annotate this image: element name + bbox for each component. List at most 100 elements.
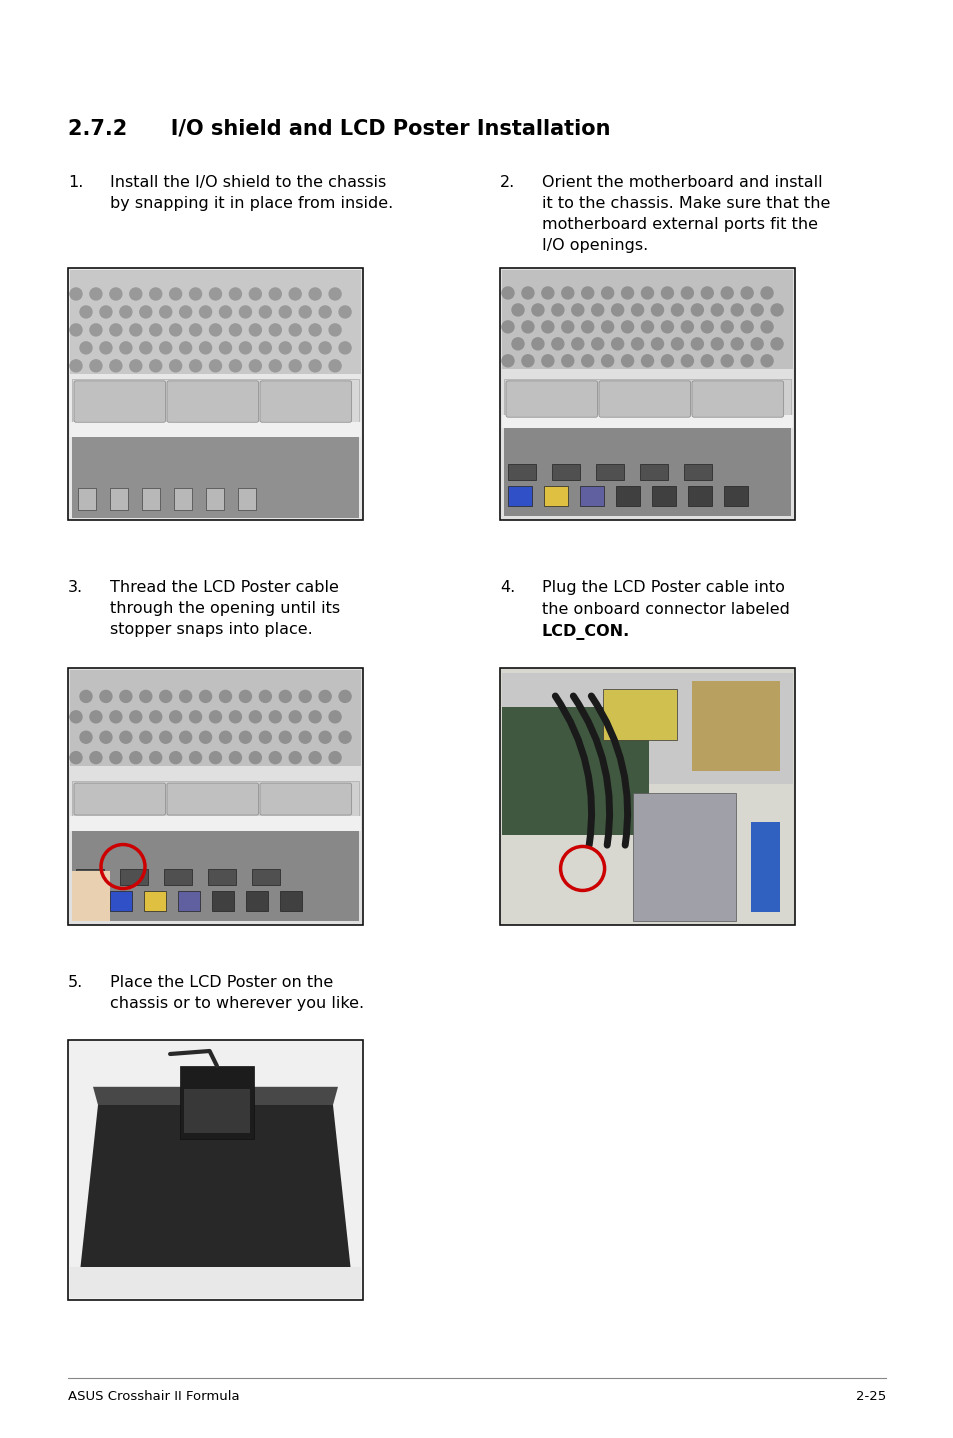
Bar bbox=[71, 378, 358, 424]
Circle shape bbox=[90, 710, 102, 723]
Circle shape bbox=[210, 752, 221, 764]
Circle shape bbox=[179, 732, 192, 743]
Circle shape bbox=[319, 690, 331, 702]
Bar bbox=[70, 670, 360, 765]
Circle shape bbox=[532, 338, 543, 349]
Circle shape bbox=[130, 360, 142, 372]
Circle shape bbox=[309, 288, 321, 301]
Circle shape bbox=[329, 324, 341, 336]
Circle shape bbox=[140, 342, 152, 354]
Bar bbox=[602, 689, 677, 741]
Circle shape bbox=[338, 690, 351, 702]
Circle shape bbox=[521, 288, 534, 299]
FancyBboxPatch shape bbox=[505, 381, 597, 417]
Bar bbox=[252, 869, 280, 884]
Circle shape bbox=[601, 355, 613, 367]
Circle shape bbox=[691, 303, 702, 316]
Circle shape bbox=[691, 338, 702, 349]
Circle shape bbox=[279, 342, 291, 354]
Text: Place the LCD Poster on the
chassis or to wherever you like.: Place the LCD Poster on the chassis or t… bbox=[110, 975, 364, 1011]
Circle shape bbox=[120, 732, 132, 743]
Circle shape bbox=[561, 355, 573, 367]
Circle shape bbox=[190, 324, 201, 336]
Circle shape bbox=[309, 360, 321, 372]
Circle shape bbox=[740, 288, 752, 299]
Circle shape bbox=[631, 338, 643, 349]
FancyBboxPatch shape bbox=[598, 381, 690, 417]
Circle shape bbox=[269, 288, 281, 301]
Circle shape bbox=[130, 324, 142, 336]
Bar bbox=[503, 378, 790, 420]
Circle shape bbox=[730, 338, 742, 349]
Circle shape bbox=[640, 355, 653, 367]
Circle shape bbox=[501, 288, 514, 299]
Circle shape bbox=[338, 342, 351, 354]
Bar bbox=[501, 706, 649, 835]
Circle shape bbox=[541, 288, 554, 299]
Circle shape bbox=[640, 288, 653, 299]
Bar bbox=[70, 815, 360, 831]
Circle shape bbox=[80, 342, 91, 354]
Circle shape bbox=[210, 710, 221, 723]
Polygon shape bbox=[78, 1104, 353, 1290]
Circle shape bbox=[640, 321, 653, 332]
Circle shape bbox=[259, 690, 271, 702]
Circle shape bbox=[319, 342, 331, 354]
Circle shape bbox=[571, 303, 583, 316]
Circle shape bbox=[279, 306, 291, 318]
Circle shape bbox=[680, 321, 693, 332]
Circle shape bbox=[601, 321, 613, 332]
Circle shape bbox=[621, 355, 633, 367]
Circle shape bbox=[150, 288, 162, 301]
Circle shape bbox=[581, 321, 593, 332]
Circle shape bbox=[190, 360, 201, 372]
Circle shape bbox=[150, 360, 162, 372]
Bar bbox=[507, 486, 532, 506]
Text: LCD_CON.: LCD_CON. bbox=[541, 624, 630, 640]
Circle shape bbox=[700, 288, 713, 299]
Text: 1.: 1. bbox=[68, 175, 83, 190]
Circle shape bbox=[239, 306, 252, 318]
Circle shape bbox=[90, 752, 102, 764]
Circle shape bbox=[80, 306, 91, 318]
Text: Orient the motherboard and install
it to the chassis. Make sure that the
motherb: Orient the motherboard and install it to… bbox=[541, 175, 829, 253]
Circle shape bbox=[219, 690, 232, 702]
Circle shape bbox=[190, 752, 201, 764]
Text: Plug the LCD Poster cable into: Plug the LCD Poster cable into bbox=[541, 580, 784, 595]
Circle shape bbox=[319, 732, 331, 743]
Circle shape bbox=[521, 355, 534, 367]
Circle shape bbox=[229, 360, 241, 372]
Text: 2.7.2      I/O shield and LCD Poster Installation: 2.7.2 I/O shield and LCD Poster Installa… bbox=[68, 118, 610, 138]
Text: 4.: 4. bbox=[499, 580, 515, 595]
Circle shape bbox=[190, 710, 201, 723]
Circle shape bbox=[140, 690, 152, 702]
Circle shape bbox=[621, 288, 633, 299]
Circle shape bbox=[100, 306, 112, 318]
Circle shape bbox=[512, 303, 523, 316]
Circle shape bbox=[660, 288, 673, 299]
Circle shape bbox=[150, 324, 162, 336]
Circle shape bbox=[190, 288, 201, 301]
Circle shape bbox=[229, 752, 241, 764]
Circle shape bbox=[512, 338, 523, 349]
Circle shape bbox=[159, 306, 172, 318]
FancyBboxPatch shape bbox=[167, 784, 258, 815]
Circle shape bbox=[269, 710, 281, 723]
FancyBboxPatch shape bbox=[167, 381, 258, 423]
Circle shape bbox=[680, 355, 693, 367]
Circle shape bbox=[561, 288, 573, 299]
Circle shape bbox=[289, 360, 301, 372]
Bar bbox=[691, 680, 780, 771]
Bar bbox=[70, 1267, 360, 1299]
Circle shape bbox=[110, 288, 122, 301]
Bar bbox=[543, 486, 567, 506]
Circle shape bbox=[70, 710, 82, 723]
Text: 5.: 5. bbox=[68, 975, 83, 989]
Circle shape bbox=[561, 321, 573, 332]
Circle shape bbox=[329, 288, 341, 301]
Circle shape bbox=[551, 303, 563, 316]
Circle shape bbox=[521, 321, 534, 332]
Bar bbox=[616, 486, 639, 506]
Bar bbox=[503, 427, 790, 516]
Bar bbox=[579, 486, 603, 506]
